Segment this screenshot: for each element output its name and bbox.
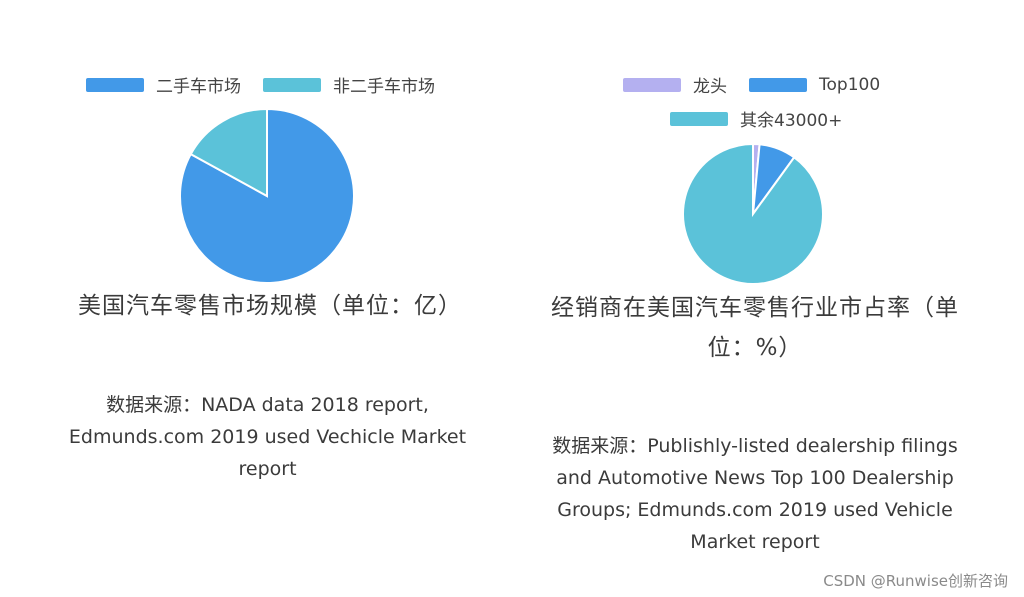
chart-panel-market-size: 二手车市场 非二手车市场 美国汽车零售市场规模（单位：亿） 数据来源：NADA … — [68, 72, 467, 480]
chart-title: 美国汽车零售市场规模（单位：亿） — [78, 293, 462, 319]
legend-label: 其余43000+ — [740, 111, 843, 131]
pie-chart-dealer-share — [682, 142, 824, 285]
legend-item-non-used-car[interactable]: 非二手车市场 — [263, 72, 435, 97]
legend-item-used-car[interactable]: 二手车市场 — [86, 72, 241, 97]
legend-swatch-used-car — [86, 77, 144, 92]
chart-panel-dealer-share: 龙头 Top100 其余43000+ 经销商在美国汽车零售行业市占率（单位：%）… — [505, 0, 1024, 597]
legend: 二手车市场 非二手车市场 — [86, 72, 457, 97]
watermark: CSDN @Runwise创新咨询 — [823, 572, 1008, 590]
legend-swatch-leader — [623, 77, 681, 92]
legend-item-top100[interactable]: Top100 — [749, 75, 880, 95]
chart-title: 经销商在美国汽车零售行业市占率（单位：%） — [551, 295, 959, 361]
legend-label: 龙头 — [693, 77, 727, 97]
legend-item-leader[interactable]: 龙头 — [623, 72, 727, 97]
legend-label: 二手车市场 — [156, 77, 241, 97]
data-source: 数据来源：Publishly-listed dealership filings… — [552, 435, 958, 553]
legend-swatch-others — [670, 111, 728, 126]
data-source: 数据来源：NADA data 2018 report, Edmunds.com … — [68, 394, 467, 480]
legend: 龙头 Top100 — [623, 72, 902, 97]
legend-second-row: 其余43000+ — [670, 106, 864, 131]
pie-chart-market-size — [179, 107, 355, 284]
legend-label: Top100 — [819, 74, 881, 95]
legend-swatch-top100 — [749, 77, 807, 92]
legend-item-others[interactable]: 其余43000+ — [670, 106, 842, 131]
legend-label: 非二手车市场 — [333, 77, 435, 97]
pie-slice-1[interactable] — [189, 107, 268, 198]
legend-swatch-non-used-car — [263, 77, 321, 92]
pie-slice-2[interactable] — [682, 142, 824, 285]
